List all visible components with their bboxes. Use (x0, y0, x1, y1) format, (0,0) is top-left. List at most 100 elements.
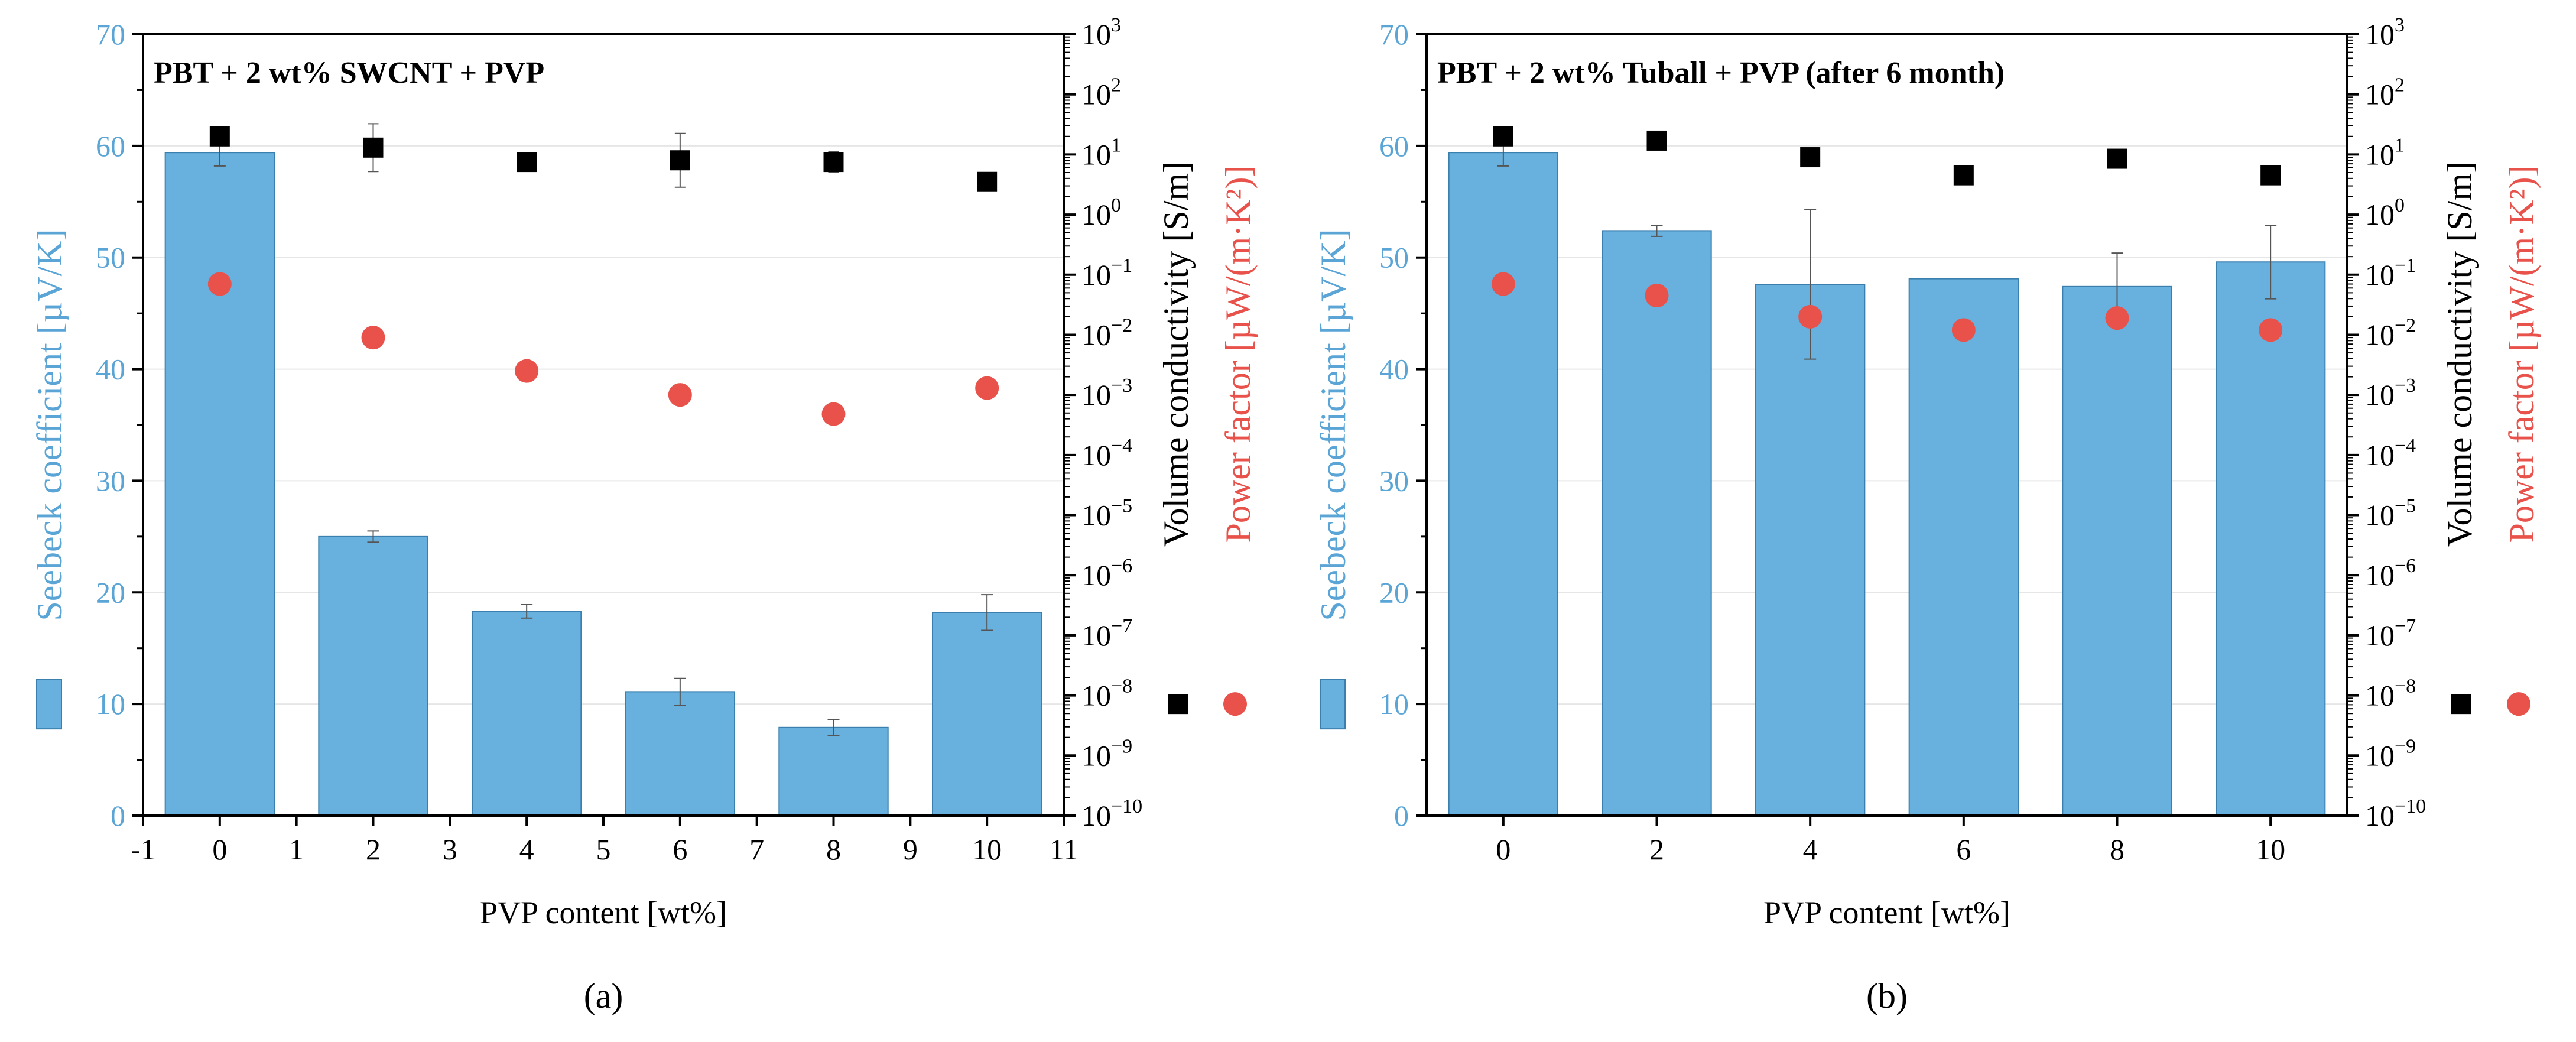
seebeck-bar (471, 611, 582, 817)
power-factor-point (1491, 272, 1515, 296)
power-factor-point (1798, 304, 1823, 329)
y-left-tick-label: 20 (96, 576, 125, 609)
y-left-tick-label: 60 (96, 129, 125, 163)
x-tick-label: 6 (1956, 833, 1971, 866)
power-factor-legend-marker (1223, 692, 1247, 716)
y-left-tick-label: 0 (1394, 799, 1409, 832)
y-left-tick-label: 40 (1379, 353, 1409, 386)
y-right-tick-label: 103 (1081, 14, 1121, 51)
y-left-tick-label: 50 (1379, 241, 1409, 274)
seebeck-bar (318, 535, 428, 816)
plot-frame (1425, 33, 2348, 817)
y-left-axis-title: Seebeck coefficient [µV/K] (30, 229, 69, 621)
chart-panel-b: 01020304050607010−1010−910−810−710−610−5… (1314, 14, 2541, 1015)
y-left-tick-label: 20 (1379, 576, 1409, 609)
y-right-tick-label: 101 (2365, 134, 2405, 171)
conductivity-point (517, 152, 537, 173)
y-right-tick-label: 10−10 (1081, 796, 1142, 832)
seebeck-error-bar (367, 530, 379, 543)
y-right-tick-label: 10−6 (1081, 555, 1132, 592)
x-tick-label: 8 (2110, 833, 2125, 866)
power-factor-point (515, 359, 539, 383)
seebeck-bar (931, 612, 1042, 817)
x-tick-label: 11 (1050, 833, 1078, 866)
power-factor-point (207, 272, 232, 296)
power-factor-point (821, 402, 846, 426)
y-right-tick-label: 102 (2365, 74, 2405, 111)
x-tick-label: 1 (289, 833, 304, 866)
y-left-axis-title: Seebeck coefficient [µV/K] (1314, 229, 1353, 621)
y-left-tick-label: 0 (111, 799, 125, 832)
seebeck-error-bar (827, 719, 840, 736)
y-right-tick-label: 10−3 (2365, 375, 2416, 411)
panel-label: (b) (1866, 976, 1908, 1015)
y-right-tick-label: 10−3 (1081, 375, 1132, 411)
y-right-tick-label: 102 (1081, 74, 1121, 111)
y-right-tick-label: 10−2 (2365, 314, 2416, 351)
plot-frame (142, 33, 1065, 817)
x-axis-title: PVP content [wt%] (480, 895, 727, 930)
conductivity-point (2107, 148, 2127, 169)
x-tick-label: 2 (366, 833, 381, 866)
y-left-tick-label: 30 (96, 464, 125, 497)
power-factor-point (1951, 318, 1976, 342)
x-tick-label: 10 (972, 833, 1002, 866)
y-right-tick-label: 10−8 (2365, 676, 2416, 712)
chart-title: PBT + 2 wt% SWCNT + PVP (154, 56, 544, 90)
y-right-tick-label: 10−6 (2365, 555, 2416, 592)
y-right-axis-title-power-factor: Power factor [µW/(m·K²)] (2502, 165, 2541, 543)
seebeck-bar (1755, 284, 1866, 817)
y-right-tick-label: 10−1 (2365, 255, 2416, 291)
y-right-tick-label: 10−2 (1081, 314, 1132, 351)
y-right-tick-label: 103 (2365, 14, 2405, 51)
conductivity-point (363, 137, 384, 158)
y-left-tick-label: 60 (1379, 129, 1409, 163)
power-factor-point (1645, 284, 1669, 308)
seebeck-bar (2215, 261, 2326, 817)
chart-title: PBT + 2 wt% Tuball + PVP (after 6 month) (1437, 56, 2005, 90)
x-tick-label: 0 (1496, 833, 1510, 866)
x-tick-label: -1 (131, 833, 155, 866)
y-right-tick-label: 10−7 (2365, 615, 2416, 652)
x-tick-label: 4 (1803, 833, 1818, 866)
x-tick-label: 7 (749, 833, 764, 866)
x-tick-label: 9 (903, 833, 918, 866)
y-left-tick-label: 40 (96, 353, 125, 386)
conductivity-point (1646, 130, 1667, 151)
power-factor-point (361, 326, 385, 350)
y-right-tick-label: 10−9 (1081, 735, 1132, 772)
seebeck-error-bar (981, 594, 993, 631)
y-right-tick-label: 10−7 (1081, 615, 1132, 652)
y-right-axis-title-conductivity: Volume conductivity [S/m] (2440, 161, 2479, 547)
y-right-tick-label: 101 (1081, 134, 1121, 171)
y-left-tick-label: 50 (96, 241, 125, 274)
y-right-tick-label: 10−5 (2365, 495, 2416, 532)
x-tick-label: 8 (826, 833, 841, 866)
y-right-tick-label: 100 (2365, 194, 2405, 231)
x-tick-label: 4 (519, 833, 534, 866)
conductivity-legend-marker (2451, 694, 2471, 715)
y-left-tick-label: 70 (1379, 18, 1409, 51)
conductivity-point (209, 126, 230, 147)
x-tick-label: 3 (443, 833, 457, 866)
y-right-tick-label: 10−4 (2365, 435, 2416, 472)
conductivity-point (977, 171, 998, 192)
power-factor-point (668, 383, 692, 407)
y-left-tick-label: 30 (1379, 464, 1409, 497)
conductivity-point (823, 152, 844, 173)
power-factor-point (2105, 306, 2129, 330)
x-tick-label: 6 (673, 833, 687, 866)
seebeck-error-bar (1804, 209, 1817, 360)
y-right-tick-label: 10−10 (2365, 796, 2426, 832)
y-left-tick-label: 10 (1379, 687, 1409, 720)
panel-label: (a) (584, 976, 623, 1015)
seebeck-legend-marker (36, 679, 62, 730)
y-right-tick-label: 10−5 (1081, 495, 1132, 532)
seebeck-error-bar (521, 604, 533, 619)
x-tick-label: 2 (1649, 833, 1664, 866)
y-left-tick-label: 70 (96, 18, 125, 51)
seebeck-bar (1602, 230, 1712, 817)
seebeck-bar (778, 726, 889, 816)
x-axis-title: PVP content [wt%] (1763, 895, 2010, 930)
